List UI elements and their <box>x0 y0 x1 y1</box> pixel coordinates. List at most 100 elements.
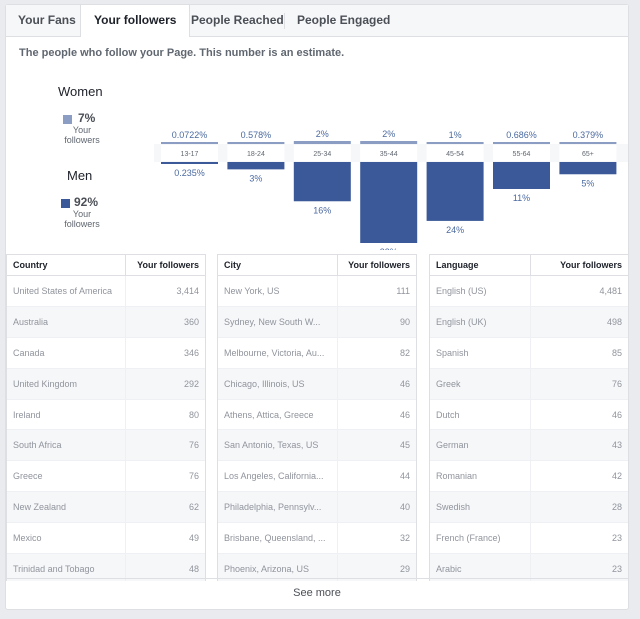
age-label: 65+ <box>582 151 594 158</box>
table-row: Chicago, Illinois, US 46 <box>218 368 416 400</box>
women-value-label: 0.686% <box>506 130 537 140</box>
row-label: United Kingdom <box>7 368 126 400</box>
table-row: Spanish 85 <box>430 337 628 369</box>
legend-women-pct: 7% <box>78 111 96 125</box>
row-value: 76 <box>530 368 628 400</box>
age-label: 55-64 <box>513 151 531 158</box>
row-label: English (US) <box>430 275 531 307</box>
row-value: 85 <box>530 337 628 369</box>
women-bar <box>227 142 285 144</box>
audience-panel: Your Fans Your followers People Reached … <box>5 4 629 610</box>
table-header-row: Language Your followers <box>430 255 628 276</box>
column-header[interactable]: Language <box>430 255 531 276</box>
table-row: South Africa 76 <box>7 429 205 462</box>
age-label: 25-34 <box>313 151 331 158</box>
row-value: 76 <box>125 429 205 462</box>
table-row: New Zealand 62 <box>7 491 205 524</box>
men-bar <box>293 162 351 202</box>
women-bar <box>293 141 351 144</box>
row-value: 49 <box>125 522 205 555</box>
row-value: 292 <box>125 368 205 400</box>
row-value: 23 <box>530 522 628 555</box>
table-row: United Kingdom 292 <box>7 368 205 400</box>
tab-people-engaged[interactable]: People Engaged <box>297 13 391 27</box>
see-more-button[interactable]: See more <box>6 578 628 609</box>
tab-bar: Your Fans Your followers People Reached … <box>6 5 628 37</box>
row-value: 82 <box>337 337 416 369</box>
tab-people-reached[interactable]: People Reached <box>191 13 284 27</box>
table-row: Trinidad and Tobago 48 <box>7 553 205 581</box>
row-label: Australia <box>7 306 126 338</box>
row-value: 62 <box>125 491 205 524</box>
legend-men-swatch <box>61 199 70 208</box>
row-label: New York, US <box>218 275 338 307</box>
table-row: San Antonio, Texas, US 45 <box>218 429 416 462</box>
men-bar <box>493 162 550 189</box>
row-value: 29 <box>337 553 416 581</box>
row-value: 80 <box>125 399 205 431</box>
column-header[interactable]: Your followers <box>337 255 416 276</box>
table-row: Philadelphia, Pennsylv... 40 <box>218 491 416 524</box>
men-bar <box>161 162 218 164</box>
men-bar <box>426 162 484 221</box>
row-label: Trinidad and Tobago <box>7 553 126 581</box>
row-label: San Antonio, Texas, US <box>218 429 338 462</box>
table-header-row: City Your followers <box>218 255 416 276</box>
age-cell <box>426 145 484 161</box>
legend-women-caption: Your followers <box>64 125 100 145</box>
age-label: 13-17 <box>181 151 199 158</box>
row-value: 3,414 <box>125 275 205 307</box>
column-header[interactable]: Country <box>7 255 126 276</box>
column-header[interactable]: Your followers <box>530 255 628 276</box>
age-cell <box>161 145 218 161</box>
women-value-label: 2% <box>382 129 395 139</box>
row-label: New Zealand <box>7 491 126 524</box>
men-bar <box>559 162 617 175</box>
tab-your-followers[interactable]: Your followers <box>80 5 191 37</box>
women-value-label: 2% <box>316 129 329 139</box>
column-header[interactable]: Your followers <box>125 255 205 276</box>
row-label: Swedish <box>430 491 531 524</box>
row-label: Romanian <box>430 460 531 493</box>
table-row: Phoenix, Arizona, US 29 <box>218 553 416 581</box>
page-description: The people who follow your Page. This nu… <box>19 47 345 59</box>
city-table-wrap: City Your followers New York, US 111 Sydney,… <box>217 254 417 581</box>
table-row: Arabic 23 <box>430 553 628 581</box>
row-label: Phoenix, Arizona, US <box>218 553 338 581</box>
table-row: Greek 76 <box>430 368 628 400</box>
table-row: United States of America 3,414 <box>7 275 205 307</box>
age-cell <box>360 145 418 161</box>
row-value: 23 <box>530 553 628 581</box>
row-value: 346 <box>125 337 205 369</box>
women-bar <box>360 141 418 144</box>
age-cell <box>559 145 617 161</box>
table-row: English (US) 4,481 <box>430 275 628 307</box>
age-cell <box>493 145 550 161</box>
row-label: Melbourne, Victoria, Au... <box>218 337 338 369</box>
table-row: Romanian 42 <box>430 460 628 493</box>
language-table-wrap: Language Your followers English (US) 4,481 E… <box>429 254 629 581</box>
row-label: Arabic <box>430 553 531 581</box>
row-label: German <box>430 429 531 462</box>
row-value: 90 <box>337 306 416 338</box>
row-label: United States of America <box>7 275 126 307</box>
men-value-label: 24% <box>446 225 464 235</box>
men-value-label: 0.235% <box>174 168 205 178</box>
table-row: French (France) 23 <box>430 522 628 555</box>
row-label: Ireland <box>7 399 126 431</box>
women-bar <box>493 142 550 144</box>
women-bar <box>161 142 218 144</box>
row-value: 360 <box>125 306 205 338</box>
table-row: New York, US 111 <box>218 275 416 307</box>
tab-your-fans[interactable]: Your Fans <box>18 13 76 27</box>
men-value-label: 11% <box>513 193 530 203</box>
women-value-label: 0.0722% <box>172 130 208 140</box>
row-label: Canada <box>7 337 126 369</box>
column-header[interactable]: City <box>218 255 338 276</box>
row-label: Brisbane, Queensland, ... <box>218 522 338 555</box>
legend-men-title: Men <box>67 168 93 183</box>
row-value: 28 <box>530 491 628 524</box>
row-label: Los Angeles, California... <box>218 460 338 493</box>
row-value: 46 <box>337 399 416 431</box>
row-value: 46 <box>337 368 416 400</box>
